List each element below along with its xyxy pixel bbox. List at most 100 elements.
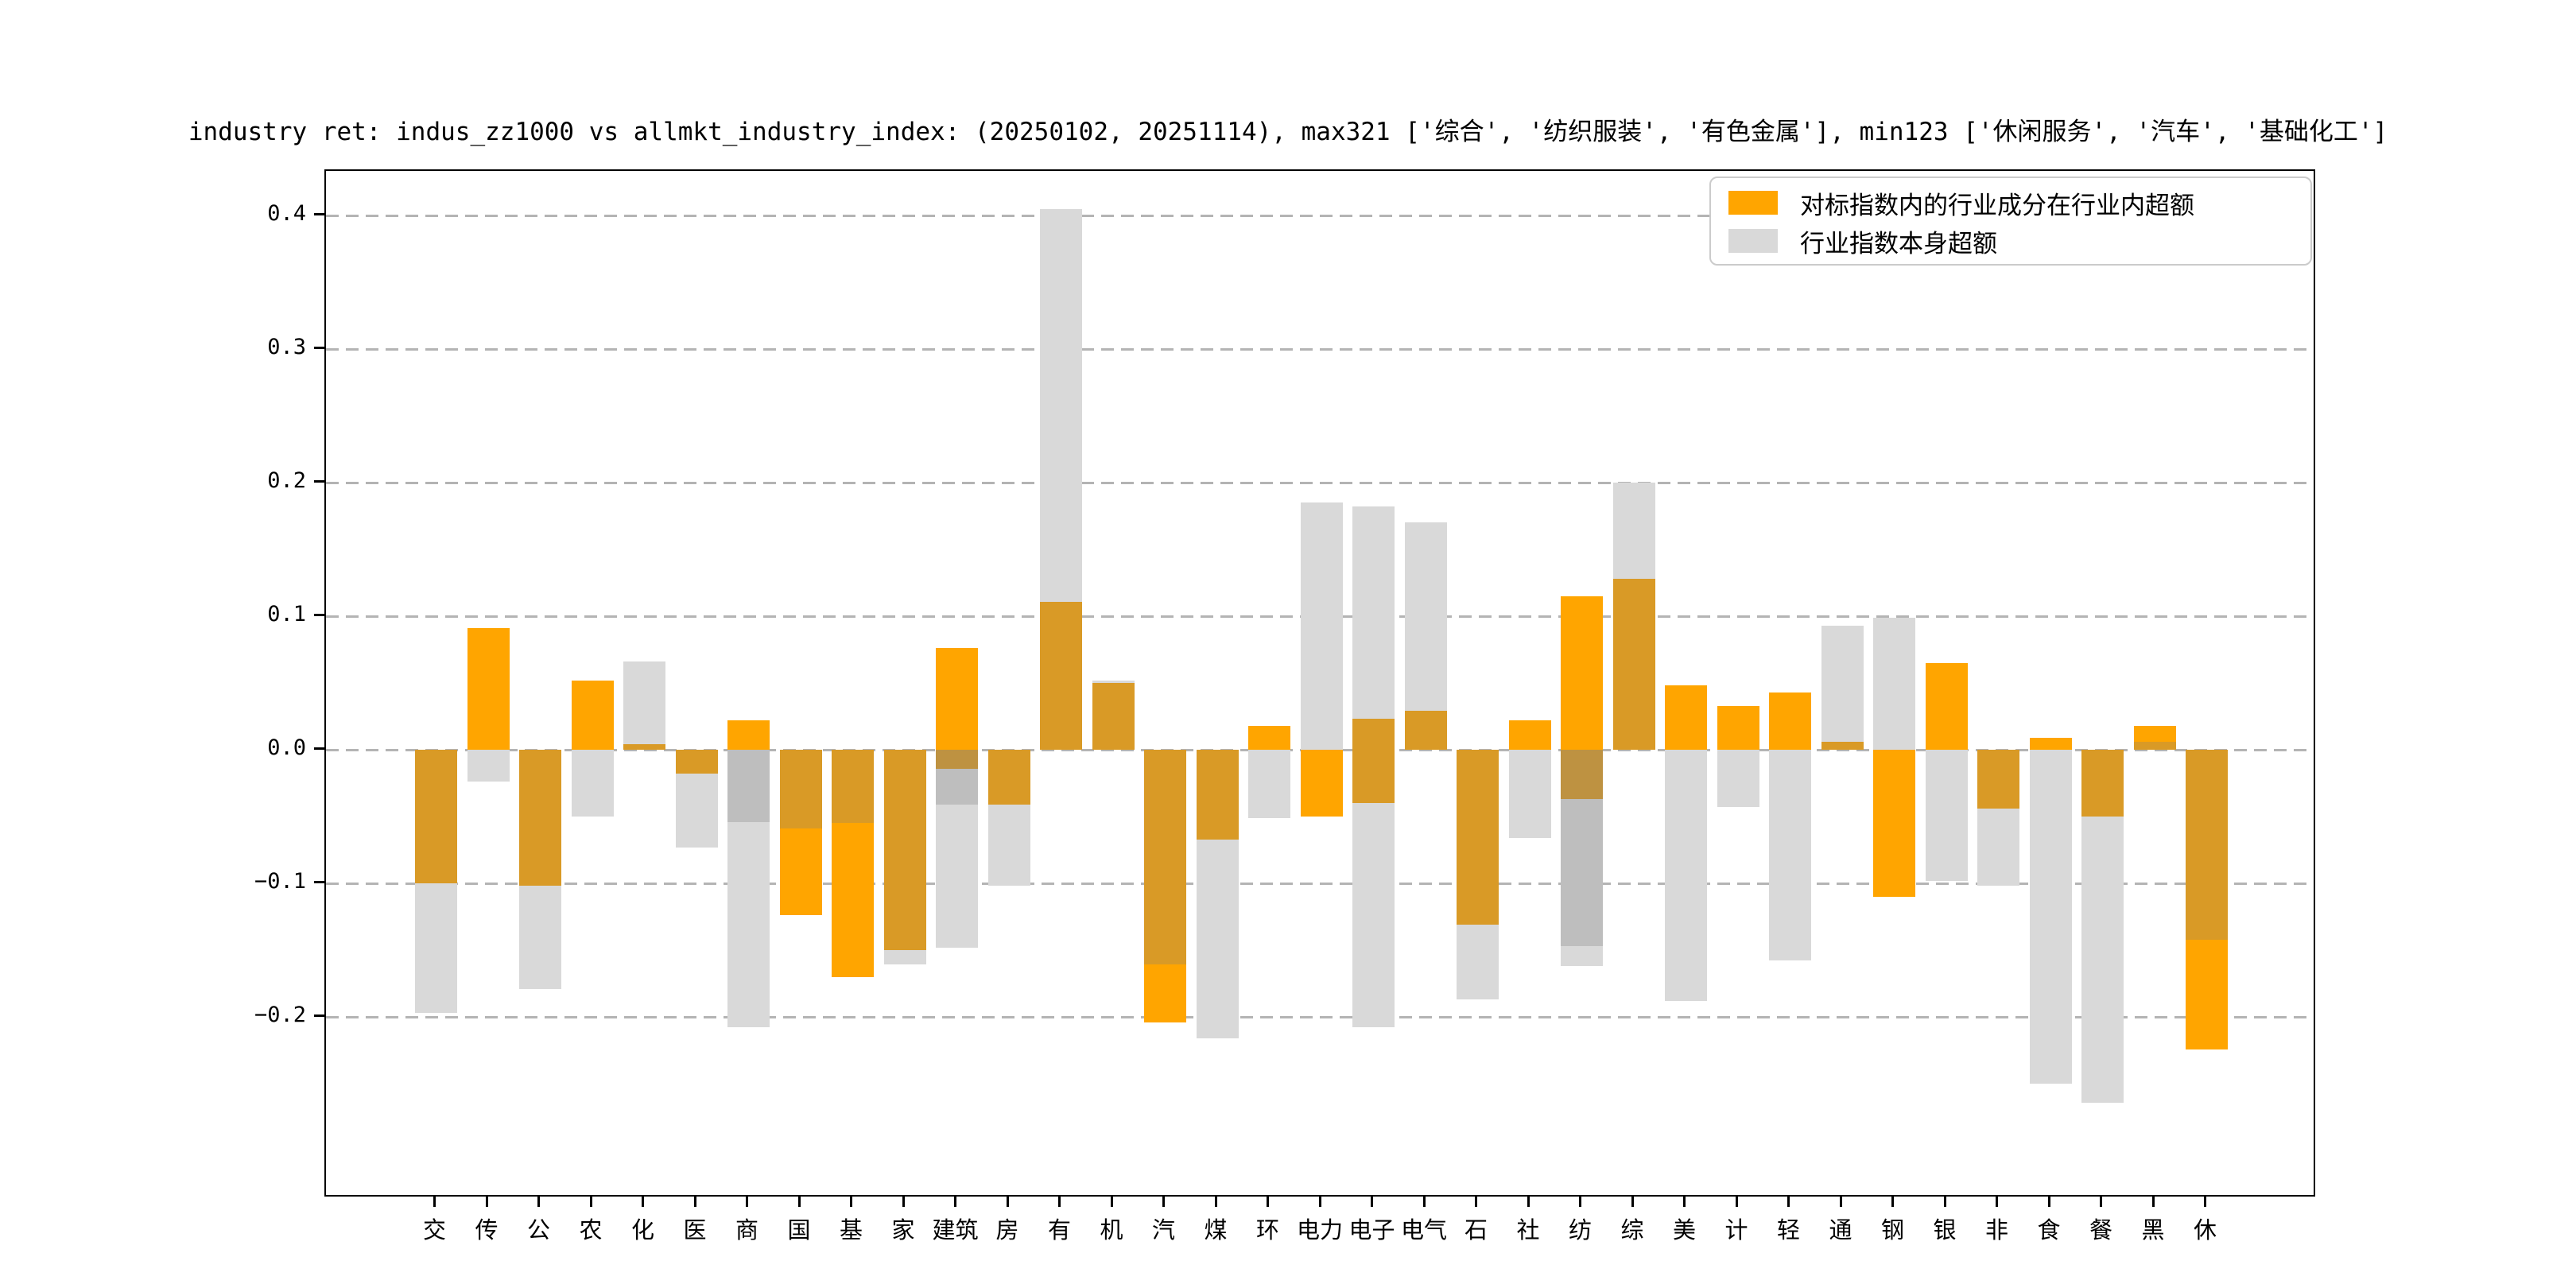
y-axis-tick-label: −0.2 xyxy=(254,1003,306,1027)
x-axis-tick-mark xyxy=(850,1197,852,1207)
bar-segment xyxy=(1144,750,1186,965)
bar-segment xyxy=(1092,683,1135,750)
bar-segment xyxy=(1404,522,1447,712)
x-axis-tick-label: 环 xyxy=(1255,1216,1279,1243)
bar-segment xyxy=(467,628,510,750)
x-axis-tick-mark xyxy=(797,1197,801,1207)
x-axis-tick-mark xyxy=(1996,1197,1998,1207)
x-axis-tick-mark xyxy=(1214,1197,1217,1207)
bar-segment xyxy=(415,883,457,1013)
x-axis-tick-mark xyxy=(2204,1197,2206,1207)
bar-segment xyxy=(1457,750,1499,925)
bar-segment xyxy=(1821,625,1864,742)
legend: 对标指数内的行业成分在行业内超额 行业指数本身超额 xyxy=(1709,177,2312,266)
bar-segment xyxy=(727,821,770,1028)
bar-segment xyxy=(2081,817,2124,1103)
bar-segment xyxy=(936,648,978,750)
bar-segment xyxy=(519,886,561,989)
bar-segment xyxy=(1508,720,1551,750)
x-axis-tick-mark xyxy=(1318,1197,1321,1207)
x-axis-tick-label: 休 xyxy=(2193,1216,2217,1243)
grid-line xyxy=(326,883,2314,885)
x-axis-tick-mark xyxy=(1579,1197,1581,1207)
bar-segment xyxy=(1352,506,1395,720)
x-axis-tick-label: 煤 xyxy=(1204,1216,1228,1243)
plot-area xyxy=(324,169,2315,1197)
y-axis-tick-label: 0.2 xyxy=(267,468,306,493)
bar-segment xyxy=(936,804,978,948)
x-axis-tick-label: 化 xyxy=(630,1216,654,1243)
bar-segment xyxy=(1040,208,1082,602)
x-axis-tick-mark xyxy=(1110,1197,1113,1207)
grid-line xyxy=(326,215,2314,217)
bar-segment xyxy=(727,750,770,822)
bar-segment xyxy=(1040,601,1082,750)
legend-item: 行业指数本身超额 xyxy=(1728,227,1997,258)
x-axis-tick-label: 有 xyxy=(1047,1216,1071,1243)
bar-segment xyxy=(1873,750,1915,897)
x-axis-tick-label: 非 xyxy=(1984,1216,2008,1243)
bar-segment xyxy=(519,750,561,886)
bar-segment xyxy=(675,750,718,774)
x-axis-tick-label: 房 xyxy=(995,1216,1019,1243)
y-axis-tick-mark xyxy=(314,881,324,883)
legend-swatch-gray xyxy=(1728,229,1778,253)
x-axis-tick-label: 医 xyxy=(683,1216,707,1243)
y-axis-tick-mark xyxy=(314,614,324,616)
x-axis-tick-label: 综 xyxy=(1620,1216,1644,1243)
x-axis-tick-label: 公 xyxy=(526,1216,550,1243)
x-axis-tick-mark xyxy=(1683,1197,1686,1207)
x-axis-tick-label: 纺 xyxy=(1568,1216,1592,1243)
x-axis-tick-mark xyxy=(1267,1197,1269,1207)
y-axis-tick-mark xyxy=(314,213,324,215)
bar-segment xyxy=(1612,578,1655,750)
x-axis-tick-label: 餐 xyxy=(2089,1216,2112,1243)
bar-segment xyxy=(936,750,978,769)
bar-segment xyxy=(2029,750,2072,1084)
bar-segment xyxy=(2133,725,2176,742)
y-axis-tick-mark xyxy=(314,1014,324,1017)
bar-segment xyxy=(1196,839,1239,1038)
bar-segment xyxy=(832,750,874,824)
x-axis-tick-label: 机 xyxy=(1100,1216,1123,1243)
legend-label: 对标指数内的行业成分在行业内超额 xyxy=(1800,191,2194,220)
x-axis-tick-mark xyxy=(1943,1197,1946,1207)
bar-segment xyxy=(1925,750,1968,881)
x-axis-tick-label: 通 xyxy=(1829,1216,1852,1243)
x-axis-tick-mark xyxy=(2047,1197,2050,1207)
bar-segment xyxy=(1612,483,1655,579)
bar-segment xyxy=(1352,803,1395,1028)
x-axis-tick-mark xyxy=(1787,1197,1790,1207)
x-axis-tick-mark xyxy=(1422,1197,1426,1207)
bar-segment xyxy=(779,750,822,829)
bar-segment xyxy=(1300,502,1343,750)
x-axis-tick-mark xyxy=(1839,1197,1842,1207)
grid-line xyxy=(326,348,2314,351)
bar-segment xyxy=(1769,750,1811,961)
x-axis-tick-label: 交 xyxy=(422,1216,446,1243)
x-axis-tick-mark xyxy=(954,1197,956,1207)
x-axis-tick-label: 传 xyxy=(475,1216,499,1243)
bar-segment xyxy=(1717,705,1759,750)
x-axis-tick-label: 银 xyxy=(1933,1216,1957,1243)
bar-segment xyxy=(1717,750,1759,808)
y-axis-tick-mark xyxy=(314,480,324,483)
bar-segment xyxy=(2029,737,2072,750)
x-axis-tick-label: 钢 xyxy=(1880,1216,1904,1243)
x-axis-tick-label: 石 xyxy=(1464,1216,1488,1243)
x-axis-tick-mark xyxy=(2151,1197,2155,1207)
legend-label: 行业指数本身超额 xyxy=(1800,229,1997,258)
bar-segment xyxy=(727,720,770,750)
bar-segment xyxy=(883,950,926,965)
bar-segment xyxy=(623,661,665,745)
chart-title: industry ret: indus_zz1000 vs allmkt_ind… xyxy=(188,118,2388,146)
bar-segment xyxy=(415,750,457,883)
x-axis-tick-label: 美 xyxy=(1672,1216,1696,1243)
bar-segment xyxy=(1508,750,1551,838)
bar-segment xyxy=(1404,711,1447,750)
x-axis-tick-mark xyxy=(1058,1197,1061,1207)
x-axis-tick-label: 黑 xyxy=(2141,1216,2165,1243)
y-axis-tick-label: 0.4 xyxy=(267,201,306,226)
x-axis-tick-mark xyxy=(589,1197,592,1207)
